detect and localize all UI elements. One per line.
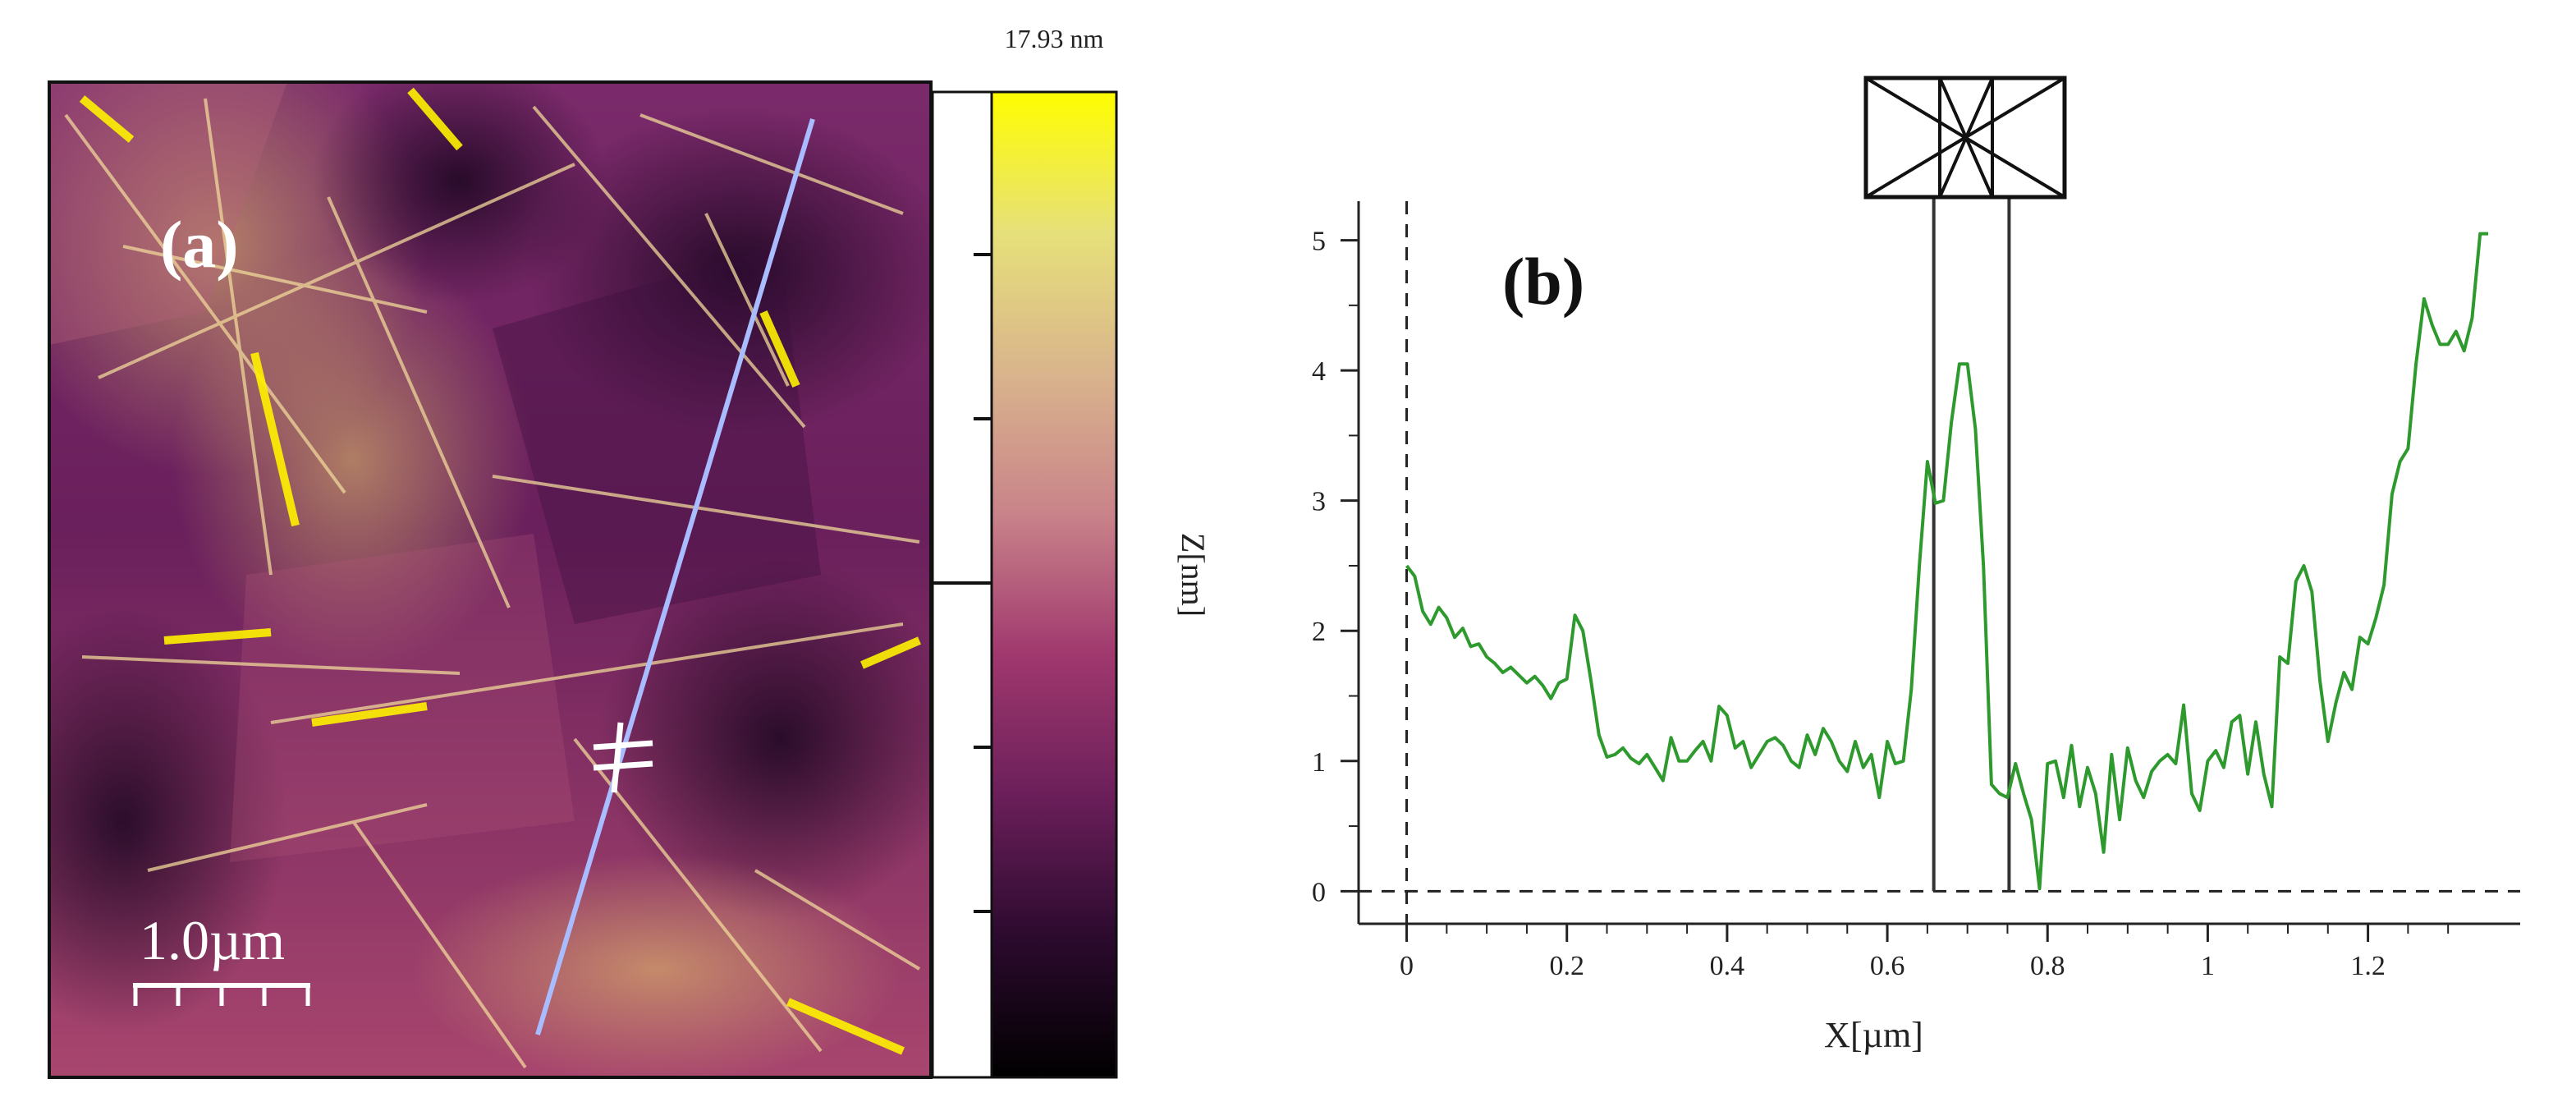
colorbar-max-label: 17.93 nm (1005, 24, 1104, 53)
x-tick-label: 0.6 (1870, 951, 1905, 981)
x-tick-label: 0.4 (1710, 951, 1745, 981)
y-tick-label: 5 (1312, 227, 1326, 257)
scale-bar: 1.0µm (133, 909, 310, 1006)
x-tick-label: 0.8 (2030, 951, 2065, 981)
afm-height-image (49, 82, 931, 1077)
afm-image-frame (48, 80, 933, 1079)
panel-label-a: (a) (160, 207, 239, 282)
scale-bar-label: 1.0µm (140, 909, 285, 971)
profile-series-line (1405, 232, 2488, 891)
cursor-markers (593, 722, 653, 793)
y-tick-label: 3 (1312, 487, 1326, 517)
y-tick-label: 4 (1312, 356, 1326, 387)
panel-label-b: (b) (1502, 244, 1584, 319)
profile-line (535, 118, 815, 1035)
x-tick-label: 1 (2201, 951, 2215, 981)
x-tick-label: 0 (1400, 951, 1414, 981)
cursor-marker-cross (1864, 76, 2066, 199)
x-axis-title: X[µm] (1824, 1015, 1923, 1055)
afm-panel: (a) 1.0µm 17.93 nm (48, 24, 1118, 1079)
cursor-marker-box (1863, 76, 2067, 200)
y-tick-label: 0 (1312, 877, 1326, 907)
x-tick-label: 1.2 (2350, 951, 2386, 981)
y-tick-label: 1 (1312, 747, 1326, 778)
y-tick-label: 2 (1312, 617, 1326, 647)
x-tick-label: 0.2 (1549, 951, 1584, 981)
colorbar: 17.93 nm (931, 24, 1118, 1079)
